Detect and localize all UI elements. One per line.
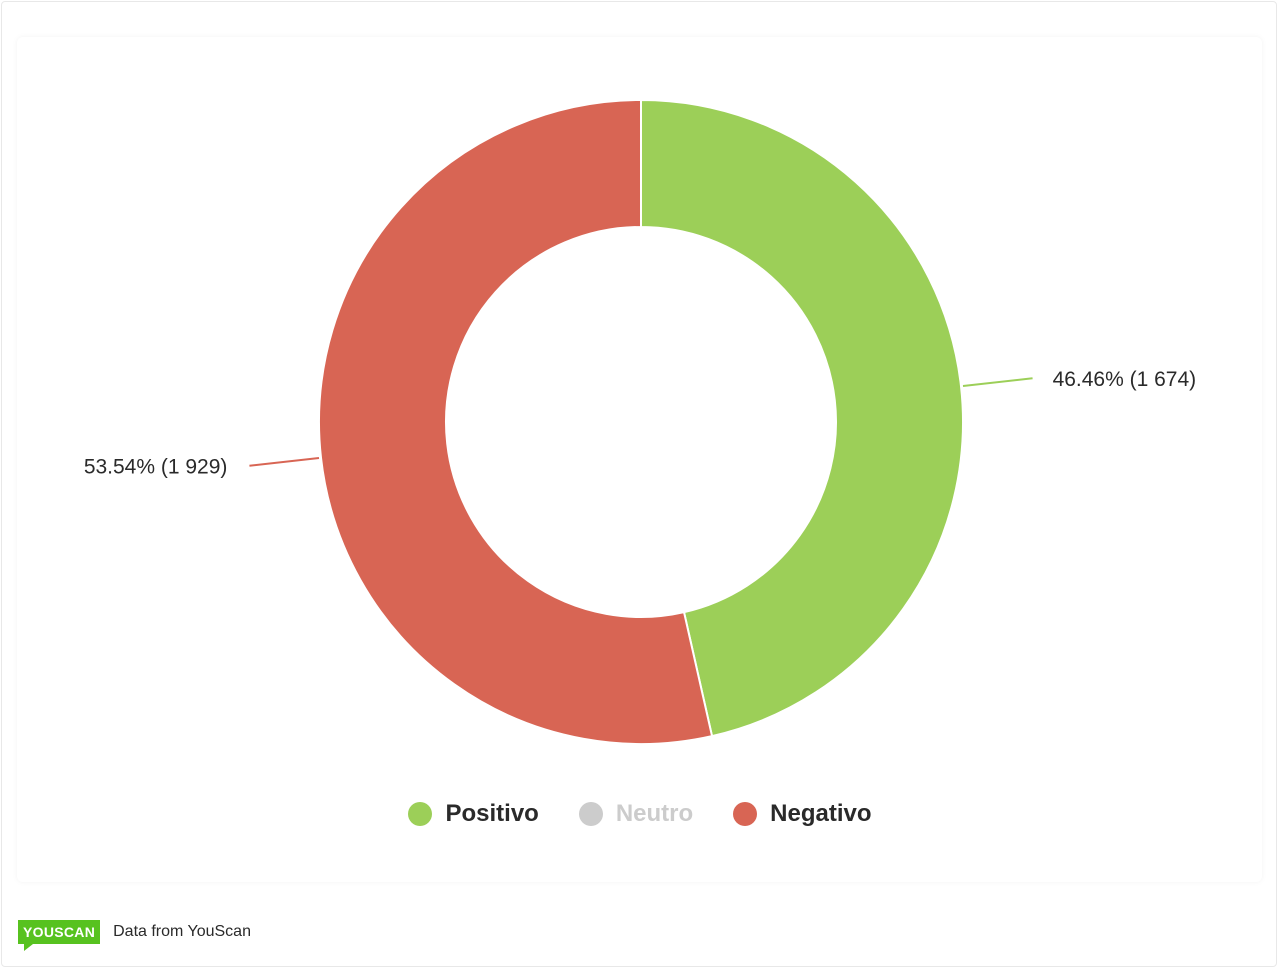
legend-dot-negativo xyxy=(733,802,758,826)
legend-label-neutro: Neutro xyxy=(615,800,694,827)
legend-dot-neutro xyxy=(578,802,603,826)
connector-positivo xyxy=(962,377,1033,388)
legend-item-positivo[interactable]: Positivo xyxy=(408,800,539,828)
legend-label-positivo: Positivo xyxy=(445,800,539,827)
legend-item-neutro[interactable]: Neutro xyxy=(578,800,694,828)
youscan-logo[interactable]: YOUSCAN xyxy=(18,920,101,951)
connector-negativo xyxy=(249,456,320,467)
data-label-positivo: 46.46% (1 674) xyxy=(1053,368,1197,391)
footer: YOUSCAN Data from YouScan xyxy=(18,920,251,951)
legend-dot-positivo xyxy=(408,802,433,826)
slice-positivo[interactable] xyxy=(640,98,964,738)
source-text: Data from YouScan xyxy=(113,923,251,940)
chart-legend: Positivo Neutro Negativo xyxy=(0,800,1280,828)
legend-item-negativo[interactable]: Negativo xyxy=(733,800,872,828)
slice-negativo[interactable] xyxy=(318,98,714,745)
data-label-negativo: 53.54% (1 929) xyxy=(84,455,228,478)
legend-label-negativo: Negativo xyxy=(770,800,872,827)
